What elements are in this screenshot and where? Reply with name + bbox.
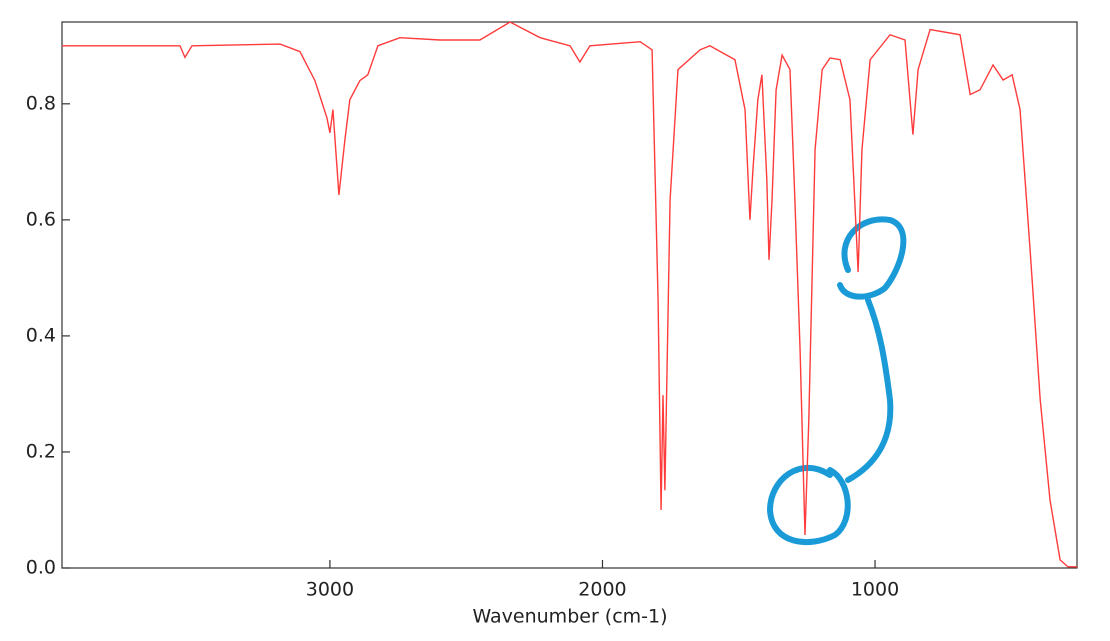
annotation [766,216,907,546]
y-tick-label: 0.8 [26,92,56,114]
spectrum-line [62,21,1077,568]
y-tick-label: 0.2 [26,440,56,462]
x-axis-label: Wavenumber (cm-1) [472,606,667,628]
annotation-circle [837,216,907,300]
annotation-connector [845,297,894,483]
x-tick-label: 1000 [851,579,899,601]
y-tick-label: 0.6 [26,208,56,230]
annotation-circle [766,464,851,546]
plot-frame [61,21,1078,569]
x-tick-label: 2000 [578,579,626,601]
x-tick-label: 3000 [306,579,354,601]
y-tick-label: 0.4 [26,324,56,346]
y-tick-label: 0.0 [26,557,56,579]
